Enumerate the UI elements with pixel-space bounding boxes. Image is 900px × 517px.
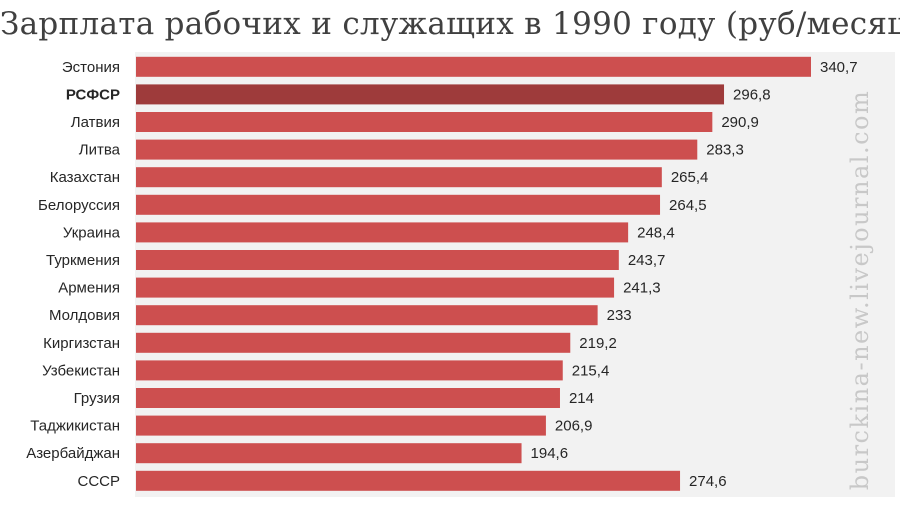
category-label: Молдовия [49, 307, 120, 324]
bar [136, 332, 571, 353]
category-label: Азербайджан [26, 445, 120, 462]
bar [136, 360, 563, 381]
category-label: Киргизстан [43, 335, 120, 352]
bar [136, 194, 661, 215]
bar [136, 139, 698, 160]
value-label: 296,8 [733, 86, 771, 103]
value-label: 248,4 [637, 224, 675, 241]
value-label: 233 [607, 307, 632, 324]
category-label: РСФСР [66, 86, 120, 103]
bar [136, 250, 619, 270]
value-label: 243,7 [628, 252, 666, 269]
category-label: Белоруссия [38, 197, 120, 214]
category-label: Латвия [71, 114, 120, 131]
category-label: Эстония [62, 59, 120, 76]
value-label: 194,6 [531, 445, 569, 462]
chart-title: Зарплата рабочих и служащих в 1990 году … [0, 6, 900, 42]
bar [136, 305, 598, 326]
bar [136, 277, 615, 298]
value-label: 241,3 [623, 280, 661, 297]
bar [136, 222, 629, 243]
value-label: 264,5 [669, 197, 707, 214]
bar [136, 470, 681, 491]
bar [136, 56, 811, 77]
bar [136, 84, 725, 105]
value-label: 219,2 [579, 335, 617, 352]
value-label: 340,7 [820, 59, 858, 76]
value-label: 214 [569, 390, 594, 407]
value-label: 265,4 [671, 169, 709, 186]
category-label: Грузия [74, 390, 120, 407]
category-label: Украина [63, 224, 121, 241]
category-label: Армения [58, 280, 120, 297]
category-label: Таджикистан [30, 418, 120, 435]
category-label: Казахстан [50, 169, 120, 186]
value-label: 215,4 [572, 362, 610, 379]
category-label: СССР [77, 473, 120, 490]
bar [136, 415, 546, 436]
value-label: 290,9 [721, 114, 759, 131]
bar [136, 112, 713, 132]
value-label: 283,3 [706, 142, 744, 159]
bar [136, 388, 560, 408]
category-label: Узбекистан [42, 362, 120, 379]
category-label: Литва [79, 142, 121, 159]
watermark: burckina-new.livejournal.com [846, 89, 874, 491]
category-label: Туркмения [46, 252, 120, 269]
value-label: 274,6 [689, 473, 727, 490]
value-label: 206,9 [555, 418, 593, 435]
bar [136, 167, 662, 188]
bar [136, 443, 522, 464]
